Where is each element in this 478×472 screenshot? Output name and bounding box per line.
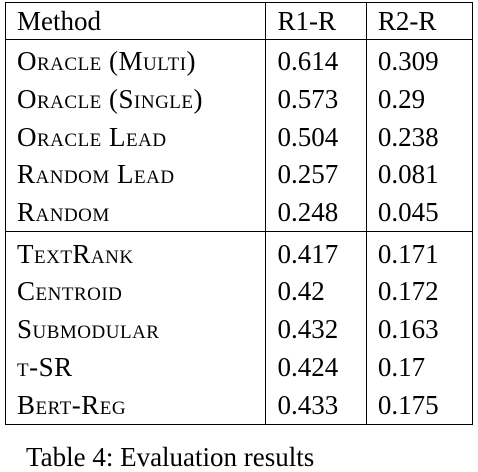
method-cell: Random [4,193,266,233]
method-cell: TextRank [4,231,266,274]
method-cell: Oracle (Single) [4,80,266,119]
r2-cell: 0.309 [365,39,474,81]
table-row: Submodular 0.432 0.163 [4,310,474,349]
r1-cell: 0.248 [265,193,367,233]
r1-cell: 0.504 [265,118,367,157]
header-r1-r: R1-R [265,2,367,40]
table-row: Random 0.248 0.045 [4,193,474,233]
table-row: Oracle (Multi) 0.614 0.309 [4,39,474,81]
r2-cell: 0.29 [365,80,474,119]
table-row: Bert-Reg 0.433 0.175 [4,386,474,425]
results-table: Method R1-R R2-R Oracle (Multi) 0.614 0.… [4,2,474,425]
table-row: Oracle (Single) 0.573 0.29 [4,80,474,119]
r1-cell: 0.424 [265,348,367,387]
r1-cell: 0.433 [265,386,367,425]
r2-cell: 0.081 [365,156,474,194]
r2-cell: 0.238 [365,118,474,157]
header-method: Method [4,2,266,40]
r1-cell: 0.573 [265,80,367,119]
table-row: Centroid 0.42 0.172 [4,273,474,311]
header-row: Method R1-R R2-R [4,2,474,40]
r1-cell: 0.614 [265,39,367,81]
method-cell: Oracle (Multi) [4,39,266,81]
summarization-systems-group: TextRank 0.417 0.171 Centroid 0.42 0.172… [4,231,474,425]
table-caption: Table 4: Evaluation results [26,442,315,472]
method-cell: Bert-Reg [4,386,266,425]
method-cell: Oracle Lead [4,118,266,157]
r1-cell: 0.257 [265,156,367,194]
table-row: TextRank 0.417 0.171 [4,231,474,274]
table-row: Oracle Lead 0.504 0.238 [4,118,474,157]
r2-cell: 0.17 [365,348,474,387]
r2-cell: 0.172 [365,273,474,311]
r1-cell: 0.417 [265,231,367,274]
r2-cell: 0.171 [365,231,474,274]
r2-cell: 0.175 [365,386,474,425]
r2-cell: 0.163 [365,310,474,349]
r1-cell: 0.432 [265,310,367,349]
oracle-baselines-group: Oracle (Multi) 0.614 0.309 Oracle (Singl… [4,39,474,233]
method-cell: Random Lead [4,156,266,194]
method-cell: Submodular [4,310,266,349]
table-row: t-SR 0.424 0.17 [4,348,474,387]
header-r2-r: R2-R [365,2,474,40]
method-cell: Centroid [4,273,266,311]
r1-cell: 0.42 [265,273,367,311]
table-row: Random Lead 0.257 0.081 [4,156,474,194]
r2-cell: 0.045 [365,193,474,233]
method-cell: t-SR [4,348,266,387]
